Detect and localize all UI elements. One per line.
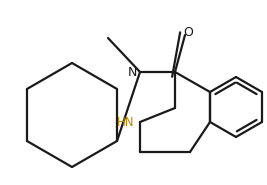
Text: HN: HN: [117, 115, 135, 129]
Text: O: O: [183, 26, 193, 40]
Text: N: N: [127, 65, 137, 78]
